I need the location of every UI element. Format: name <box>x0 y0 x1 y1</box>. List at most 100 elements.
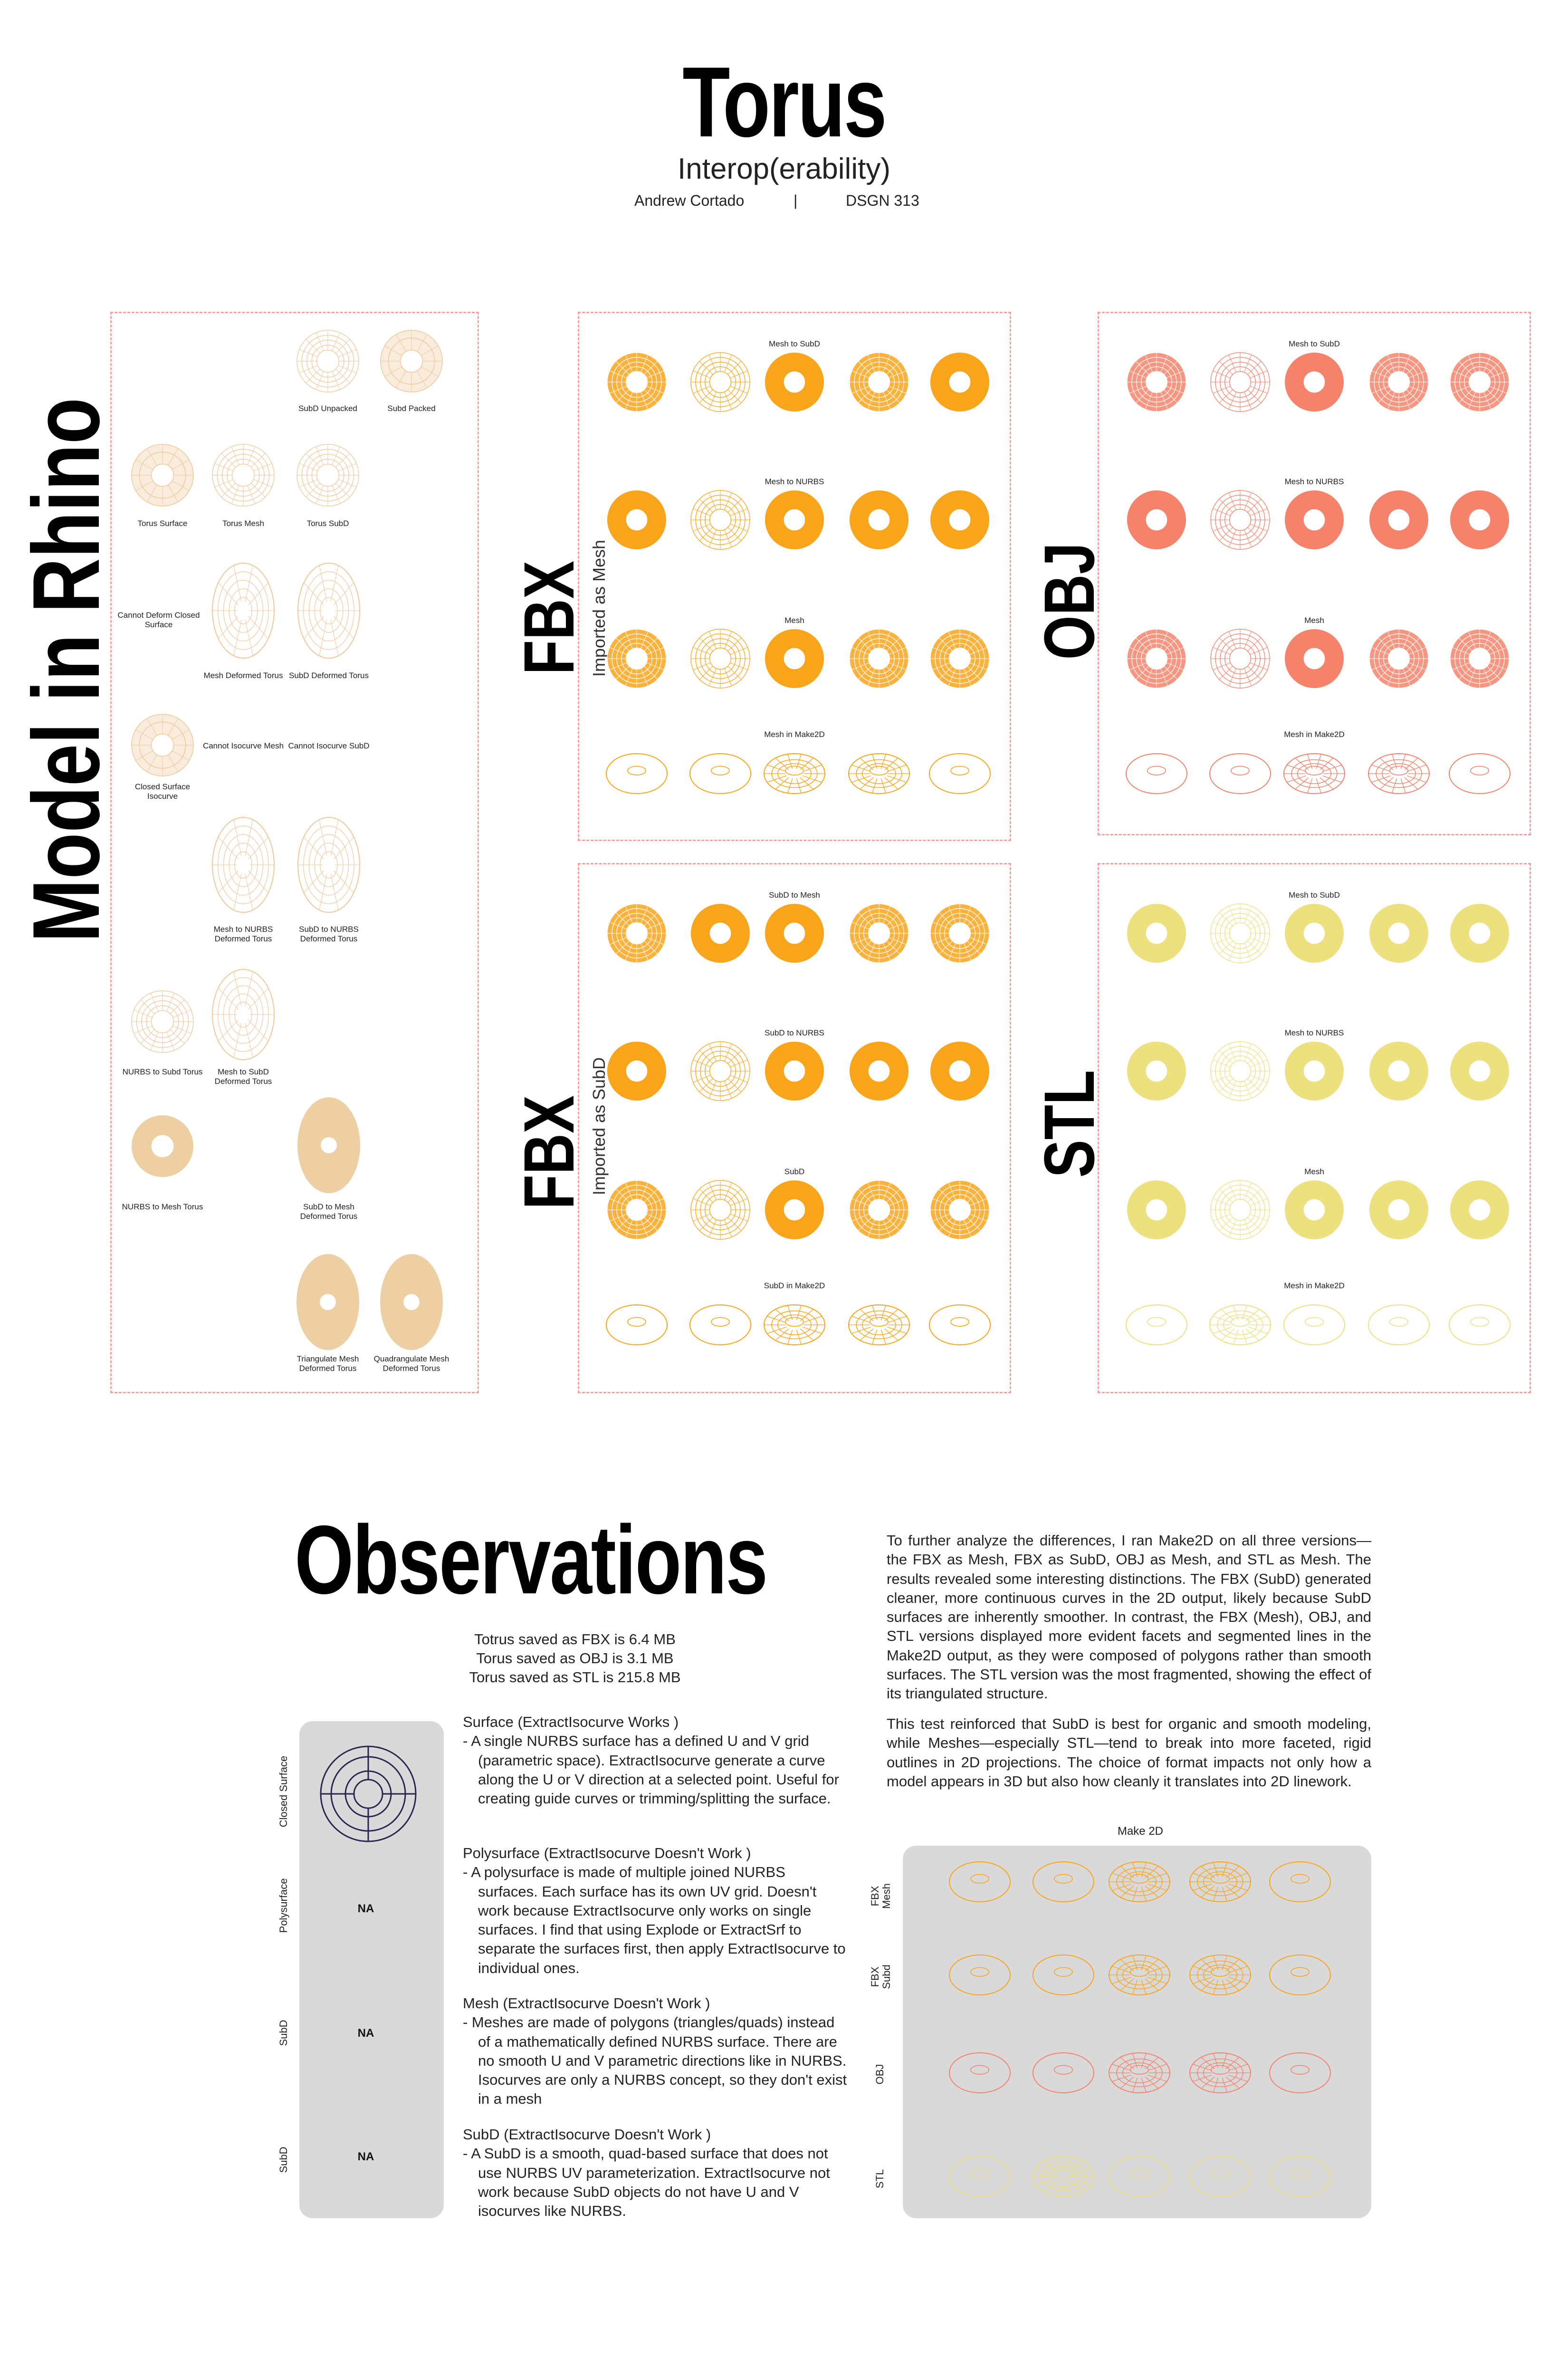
note-surface: Surface (ExtractIsocurve Works ) - A sin… <box>463 1713 848 1808</box>
make2d-analysis-paragraph: To further analyze the differences, I ra… <box>887 1532 1371 1702</box>
obj-torus-r1-c0 <box>1127 490 1186 549</box>
make2d-compare-r0-c4 <box>1269 1861 1331 1902</box>
fbx_subd-row-label-3: SubD in Make2D <box>764 1281 825 1290</box>
fbx_mesh-make2d-3 <box>848 753 910 794</box>
isocurve-comparison-box <box>299 1721 444 2218</box>
caption-triangulate: Triangulate Mesh Deformed Torus <box>296 1354 359 1373</box>
obj-make2d-4 <box>1449 753 1511 794</box>
make2d-compare-r3-c0 <box>949 2156 1011 2197</box>
na-polysurface: NA <box>357 1902 374 1915</box>
fbx-mesh-panel <box>578 312 1011 841</box>
make2d-compare-r3-c1 <box>1033 2156 1094 2197</box>
stl-torus-r1-c1 <box>1210 1041 1270 1101</box>
na-subd-2: NA <box>357 2150 374 2163</box>
obj-row-label-1: Mesh to NURBS <box>1284 477 1344 486</box>
fbx_subd-make2d-1 <box>689 1304 751 1345</box>
obj-panel <box>1098 312 1531 835</box>
fbx_subd-torus-r2-c0 <box>607 1180 667 1240</box>
obj-row-label-0: Mesh to SubD <box>1289 339 1340 348</box>
caption-mesh-deformed: Mesh Deformed Torus <box>203 671 283 680</box>
note-surface-heading: Surface (ExtractIsocurve Works ) <box>463 1714 679 1730</box>
obj-torus-r0-c0 <box>1127 352 1186 412</box>
caption-torus-subd: Torus SubD <box>306 519 349 528</box>
caption-torus-mesh: Torus Mesh <box>222 519 264 528</box>
fbx-subd-panel <box>578 863 1011 1393</box>
fbx_mesh-torus-r2-c1 <box>690 629 750 689</box>
fbx_mesh-torus-r1-c1 <box>690 490 750 550</box>
stl-torus-r0-c4 <box>1450 904 1509 963</box>
stl-row-label-2: Mesh <box>1304 1167 1324 1176</box>
torus-surface <box>131 444 194 507</box>
obj-torus-r0-c4 <box>1450 352 1510 412</box>
note-mesh-body: - Meshes are made of polygons (triangles… <box>463 2014 847 2108</box>
page-subtitle: Interop(erability) <box>678 153 890 185</box>
mesh-to-nurbs-deformed <box>212 817 275 913</box>
stl-make2d-4 <box>1449 1304 1511 1345</box>
obj-torus-r2-c4 <box>1450 629 1510 689</box>
make2d-row-fbx-mesh: FBX Mesh <box>869 1883 893 1909</box>
fbx_subd-torus-r1-c3 <box>850 1042 908 1101</box>
stl-row-label-3: Mesh in Make2D <box>1284 1281 1345 1290</box>
stl-torus-r0-c3 <box>1369 904 1428 963</box>
fbx-mesh-heading: FBX <box>509 561 589 675</box>
closed-surface-isocurve <box>131 714 194 776</box>
fbx_subd-torus-r2-c4 <box>930 1180 990 1240</box>
caption-quadrangulate: Quadrangulate Mesh Deformed Torus <box>373 1354 449 1373</box>
model-in-rhino-panel <box>110 312 479 1393</box>
fbx_subd-torus-r0-c0 <box>607 903 667 963</box>
caption-nurbs-to-mesh: NURBS to Mesh Torus <box>122 1202 203 1211</box>
caption-closed-surface-iso: Closed Surface Isocurve <box>134 782 191 801</box>
fbx_mesh-make2d-2 <box>764 753 825 794</box>
caption-cannot-deform: Cannot Deform Closed Surface <box>117 611 200 629</box>
fbx_subd-torus-r0-c2 <box>765 904 824 963</box>
fbx_subd-torus-r1-c4 <box>930 1042 989 1101</box>
caption-subd-unpacked: SubD Unpacked <box>298 404 357 413</box>
quadrangulate-mesh-deformed <box>380 1254 443 1350</box>
fbx_subd-torus-r1-c0 <box>607 1042 666 1101</box>
stl-torus-r1-c2 <box>1285 1042 1344 1101</box>
note-surface-body: - A single NURBS surface has a defined U… <box>463 1733 839 1807</box>
fbx_mesh-make2d-1 <box>689 753 751 794</box>
isocurve-torus-icon <box>320 1745 417 1842</box>
fbx_mesh-torus-r2-c3 <box>849 629 909 689</box>
make2d-compare-r2-c4 <box>1269 2052 1331 2093</box>
make2d-compare-r3-c3 <box>1189 2156 1251 2197</box>
fbx_mesh-torus-r2-c4 <box>930 629 990 689</box>
fbx_subd-make2d-3 <box>848 1304 910 1345</box>
file-size-obj: Torus saved as OBJ is 3.1 MB <box>476 1650 674 1667</box>
caption-subd-deformed: SubD Deformed Torus <box>289 671 369 680</box>
torus-mesh <box>212 444 275 507</box>
obj-make2d-0 <box>1126 753 1187 794</box>
make2d-compare-r3-c2 <box>1109 2156 1170 2197</box>
fbx_subd-row-label-2: SubD <box>784 1167 805 1176</box>
make2d-compare-r0-c3 <box>1189 1861 1251 1902</box>
file-size-stl: Torus saved as STL is 215.8 MB <box>469 1669 681 1686</box>
stl-row-label-0: Mesh to SubD <box>1289 891 1340 900</box>
subd-packed-torus <box>380 330 443 393</box>
obj-torus-r2-c2 <box>1285 629 1344 688</box>
stl-torus-r1-c4 <box>1450 1042 1509 1101</box>
obj-torus-r1-c4 <box>1450 490 1509 549</box>
fbx_subd-make2d-0 <box>606 1304 668 1345</box>
note-subd-body: - A SubD is a smooth, quad-based surface… <box>463 2145 830 2220</box>
fbx_subd-torus-r1-c2 <box>765 1042 824 1101</box>
mesh-deformed-torus <box>212 563 275 659</box>
fbx_subd-torus-r2-c2 <box>765 1180 824 1239</box>
make2d-compare-r1-c0 <box>949 1954 1011 1995</box>
fbx_mesh-torus-r0-c3 <box>849 352 909 412</box>
stl-heading: STL <box>1029 1070 1109 1178</box>
obj-make2d-1 <box>1209 753 1271 794</box>
make2d-compare-r3-c4 <box>1269 2156 1331 2197</box>
caption-nurbs-to-subd: NURBS to Subd Torus <box>122 1067 203 1076</box>
caption-subd-to-nurbs-def: SubD to NURBS Deformed Torus <box>299 925 359 943</box>
course-code: DSGN 313 <box>846 192 919 209</box>
row-label-polysurface: Polysurface <box>277 1878 289 1933</box>
make2d-compare-r2-c3 <box>1189 2052 1251 2093</box>
stl-panel <box>1098 863 1531 1393</box>
file-size-fbx: Totrus saved as FBX is 6.4 MB <box>474 1631 676 1648</box>
make2d-compare-r1-c3 <box>1189 1954 1251 1995</box>
stl-torus-r1-c3 <box>1369 1042 1428 1101</box>
obj-torus-r2-c0 <box>1127 629 1186 689</box>
fbx_mesh-make2d-0 <box>606 753 668 794</box>
fbx_subd-torus-r2-c1 <box>690 1180 750 1240</box>
